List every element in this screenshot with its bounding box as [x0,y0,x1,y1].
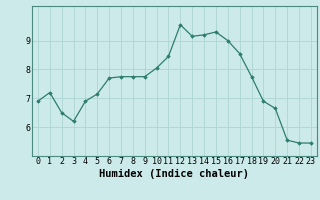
X-axis label: Humidex (Indice chaleur): Humidex (Indice chaleur) [100,169,249,179]
